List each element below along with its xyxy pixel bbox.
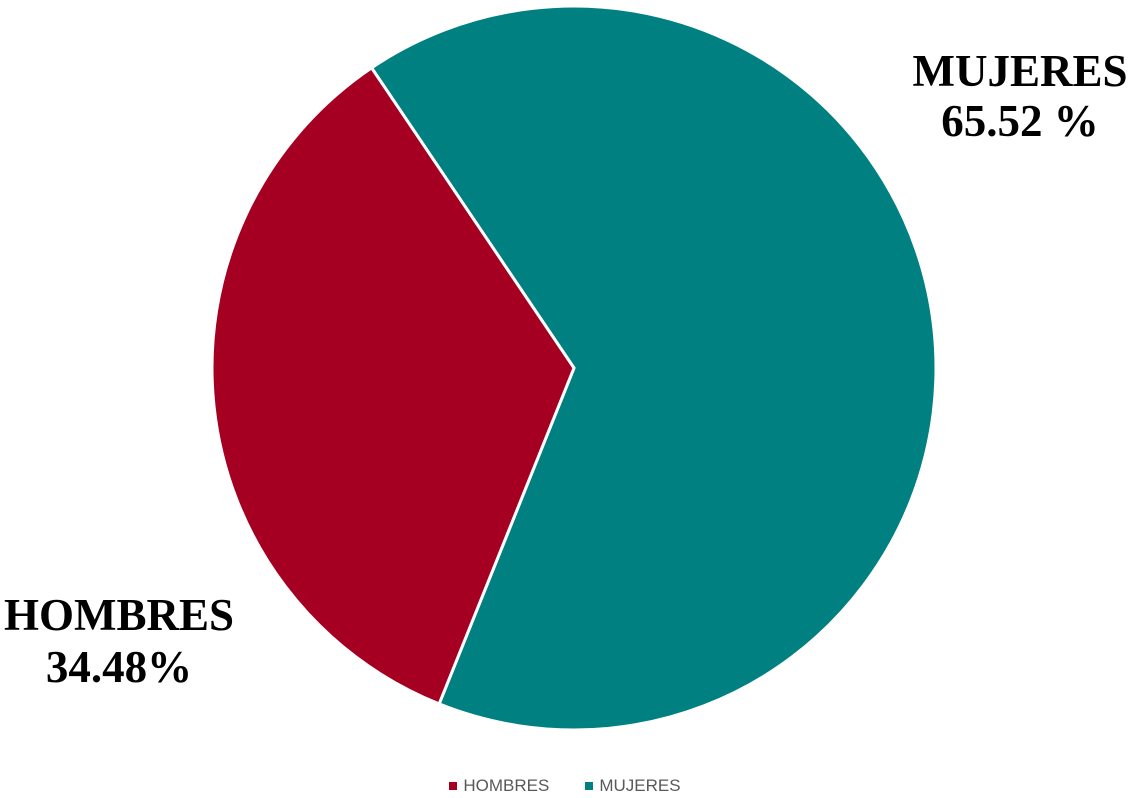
pie-slice-hombres xyxy=(210,65,576,706)
pie-slice-mujeres xyxy=(369,4,938,732)
legend: HOMBRES MUJERES xyxy=(0,776,1130,796)
data-label-name-mujeres: MUJERES xyxy=(912,46,1127,96)
legend-label-hombres: HOMBRES xyxy=(463,776,550,795)
legend-swatch-mujeres xyxy=(585,782,594,790)
legend-label-mujeres: MUJERES xyxy=(599,776,681,795)
pie-slices xyxy=(210,4,938,732)
legend-item-hombres: HOMBRES xyxy=(449,776,549,796)
legend-item-mujeres: MUJERES xyxy=(585,776,681,796)
legend-swatch-hombres xyxy=(449,782,458,790)
data-label-value-hombres: 34.48% xyxy=(46,642,192,692)
data-label-value-mujeres: 65.52 % xyxy=(941,96,1099,146)
data-label-name-hombres: HOMBRES xyxy=(4,590,234,640)
